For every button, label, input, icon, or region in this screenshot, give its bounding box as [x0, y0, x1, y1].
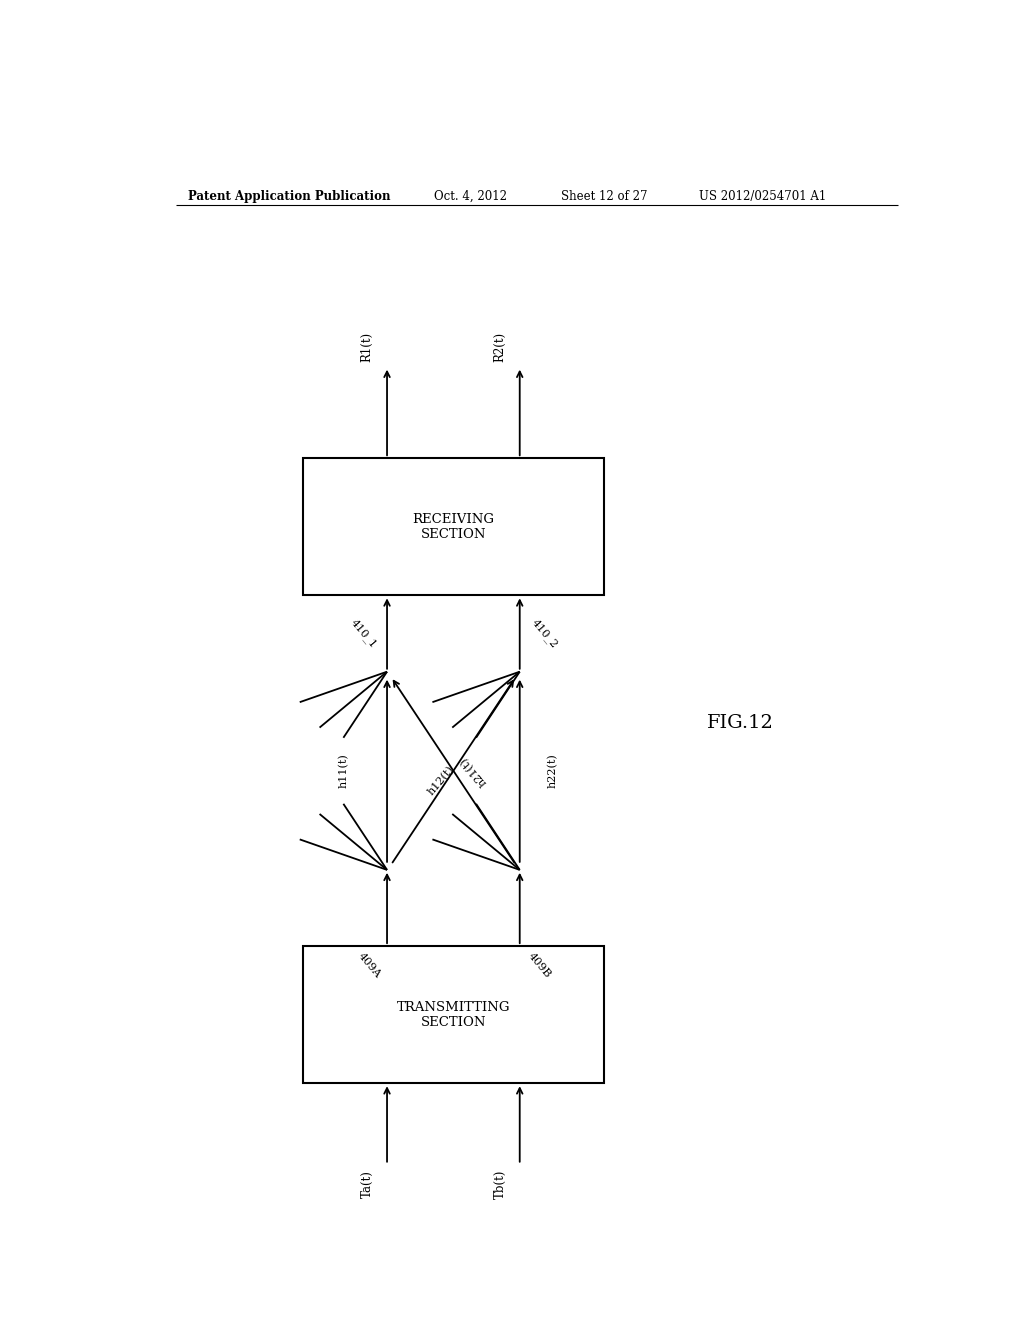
Text: Patent Application Publication: Patent Application Publication	[187, 190, 390, 202]
Text: 409B: 409B	[526, 952, 553, 981]
Text: R1(t): R1(t)	[360, 331, 374, 362]
Text: Tb(t): Tb(t)	[494, 1170, 507, 1199]
Bar	[303, 458, 604, 595]
Text: US 2012/0254701 A1: US 2012/0254701 A1	[699, 190, 826, 202]
Text: 410_1: 410_1	[349, 616, 379, 649]
Text: Oct. 4, 2012: Oct. 4, 2012	[433, 190, 507, 202]
Text: 409A: 409A	[356, 952, 383, 981]
Text: 410_2: 410_2	[529, 616, 559, 649]
Text: h21(t): h21(t)	[458, 754, 488, 787]
Text: Sheet 12 of 27: Sheet 12 of 27	[560, 190, 647, 202]
Text: FIG.12: FIG.12	[708, 714, 774, 731]
Bar	[303, 946, 604, 1084]
Text: TRANSMITTING
SECTION: TRANSMITTING SECTION	[396, 1001, 510, 1028]
Text: Ta(t): Ta(t)	[360, 1170, 374, 1197]
Text: h11(t): h11(t)	[338, 754, 348, 788]
Text: R2(t): R2(t)	[494, 331, 507, 362]
Text: RECEIVING
SECTION: RECEIVING SECTION	[413, 513, 495, 541]
Text: h22(t): h22(t)	[548, 754, 558, 788]
Text: h12(t): h12(t)	[426, 764, 457, 797]
